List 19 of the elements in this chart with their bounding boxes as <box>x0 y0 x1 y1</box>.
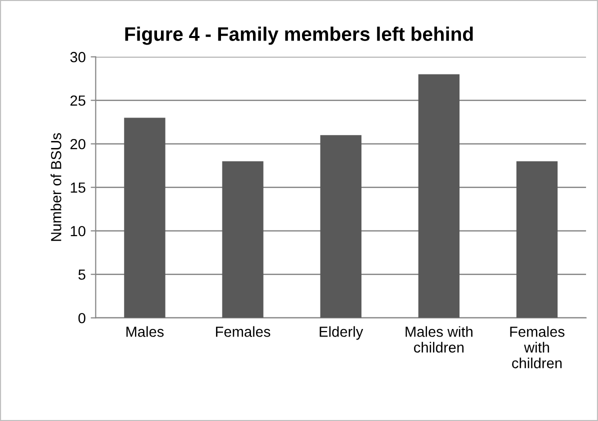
chart-title: Figure 4 - Family members left behind <box>125 26 473 45</box>
x-tick-label: Males with children <box>406 326 472 353</box>
y-tick-label: 30 <box>70 52 86 62</box>
bar <box>516 161 558 318</box>
y-tick-label: 5 <box>78 270 86 280</box>
x-tick-label: Elderly <box>320 326 364 340</box>
bar <box>124 118 166 318</box>
x-tick-label: Females with children <box>510 326 564 368</box>
bar <box>222 161 264 318</box>
x-tick-label: Males <box>126 326 164 337</box>
y-tick-label: 0 <box>78 312 86 324</box>
y-tick-label: 10 <box>70 226 86 236</box>
x-tick-label: Females <box>216 326 270 337</box>
y-tick-label: 15 <box>70 182 86 193</box>
bar <box>418 74 460 318</box>
y-tick-label: 25 <box>70 95 86 106</box>
bar <box>320 135 362 318</box>
y-tick-label: 20 <box>70 138 86 150</box>
y-axis-title: Number of BSUs <box>50 133 62 241</box>
